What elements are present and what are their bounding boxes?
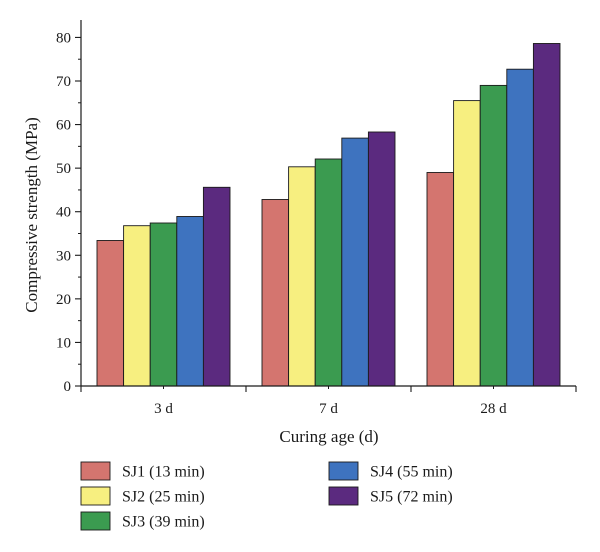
- bar-1-1: [96, 240, 125, 387]
- bar-3-2: [314, 158, 343, 387]
- bar-5-3: [532, 43, 561, 387]
- bar-3-3: [479, 84, 508, 387]
- y-tick-label: 10: [56, 335, 71, 351]
- y-tick-label: 60: [56, 118, 71, 134]
- bar-1-2: [261, 199, 290, 387]
- bar-5-2: [367, 131, 396, 387]
- plot-area: 0 10 20 30 40 50 60 70 80 3 d 7 d 28 d: [56, 20, 577, 417]
- legend-label-2: SJ2 (25 min): [122, 489, 205, 506]
- bar-1-3: [426, 172, 455, 387]
- y-tick-label: 80: [56, 30, 71, 46]
- y-axis-title: Compressive strength (MPa): [22, 117, 41, 312]
- bar-2-3: [453, 100, 481, 387]
- legend-swatch-3: [80, 511, 111, 531]
- legend-swatch-2: [80, 486, 111, 506]
- bar-3-1: [149, 222, 178, 387]
- x-tick-label: 28 d: [480, 401, 507, 417]
- bar-2-2: [288, 166, 316, 387]
- y-tick-label: 20: [56, 292, 71, 308]
- legend-swatch-1: [80, 461, 111, 481]
- bar-2-1: [123, 225, 151, 387]
- bar-4-2: [341, 137, 369, 387]
- legend-label-5: SJ5 (72 min): [370, 489, 453, 506]
- legend-label-3: SJ3 (39 min): [122, 514, 205, 531]
- y-tick-label: 50: [56, 161, 71, 177]
- y-tick-label: 0: [64, 379, 72, 395]
- legend-swatch-4: [328, 461, 359, 481]
- y-tick-label: 40: [56, 205, 71, 221]
- legend-label-1: SJ1 (13 min): [122, 464, 205, 481]
- x-tick-label: 3 d: [154, 401, 173, 417]
- bar-5-1: [202, 186, 231, 387]
- legend: SJ1 (13 min) SJ2 (25 min) SJ3 (39 min) SJ4 …: [80, 461, 453, 531]
- x-axis-title: Curing age (d): [279, 427, 378, 446]
- bar-4-3: [506, 68, 534, 387]
- y-tick-label: 30: [56, 248, 71, 264]
- bar-4-1: [176, 216, 204, 387]
- legend-label-4: SJ4 (55 min): [370, 464, 453, 481]
- y-tick-label: 70: [56, 74, 71, 90]
- x-tick-label: 7 d: [319, 401, 338, 417]
- legend-swatch-5: [328, 486, 359, 506]
